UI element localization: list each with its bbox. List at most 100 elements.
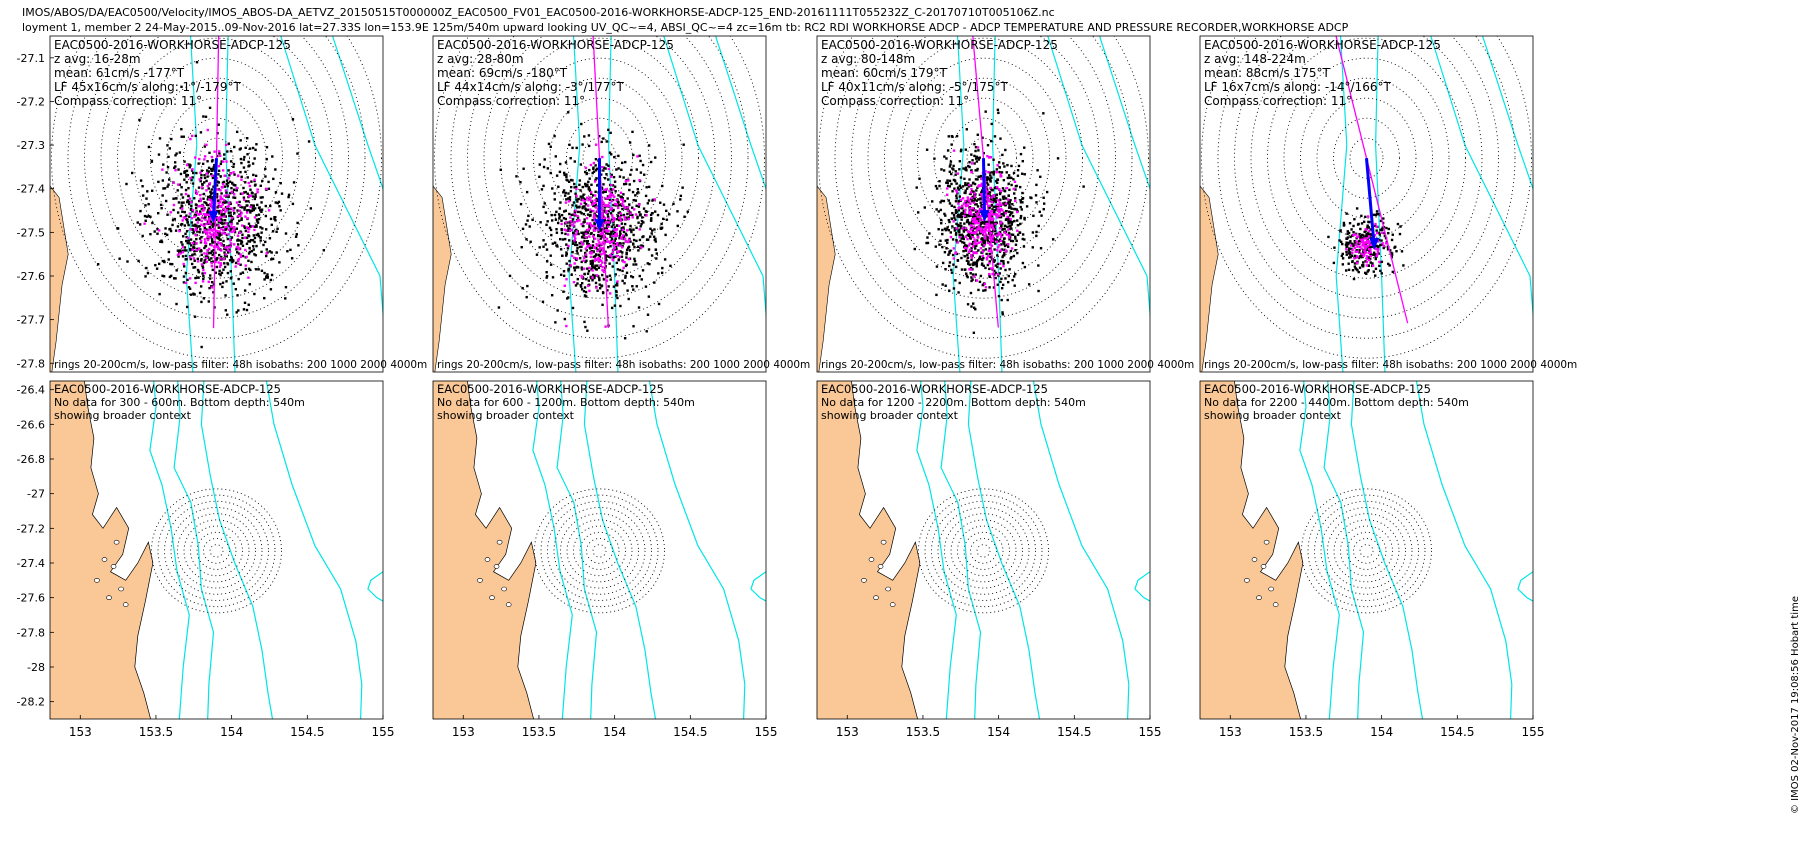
data-point — [192, 266, 195, 269]
data-point — [610, 306, 614, 310]
data-point — [184, 188, 188, 192]
lowpass-point — [1361, 244, 1364, 247]
data-point — [559, 248, 563, 251]
data-point — [211, 158, 214, 162]
data-point — [571, 239, 575, 243]
lowpass-point — [246, 217, 250, 220]
data-point — [209, 190, 212, 194]
data-point — [939, 208, 943, 212]
data-point — [955, 252, 959, 256]
island — [489, 595, 495, 600]
lowpass-point — [207, 228, 210, 232]
data-point — [956, 213, 960, 217]
data-point — [212, 168, 215, 171]
data-point — [144, 219, 147, 222]
lowpass-point — [997, 231, 1000, 234]
data-point — [1036, 169, 1039, 172]
lowpass-point — [985, 202, 988, 205]
data-point — [647, 144, 651, 147]
data-point — [620, 226, 623, 230]
y-tick-label: -28 — [27, 661, 45, 674]
lowpass-point — [623, 215, 626, 219]
data-point — [244, 229, 248, 233]
data-point — [168, 178, 171, 181]
data-point — [545, 248, 549, 251]
data-point — [977, 249, 980, 252]
data-point — [1003, 195, 1006, 198]
data-point — [974, 210, 978, 214]
data-point — [565, 252, 568, 256]
lowpass-point — [239, 255, 243, 259]
speed-ring — [1320, 507, 1413, 595]
data-point — [1003, 248, 1006, 252]
data-point — [938, 184, 941, 188]
speed-ring — [931, 500, 1036, 601]
speed-ring — [67, 36, 366, 339]
data-point — [959, 239, 962, 243]
data-point — [954, 279, 957, 282]
data-point — [272, 177, 275, 181]
data-point — [605, 163, 608, 166]
data-point — [562, 274, 566, 277]
lowpass-point — [210, 262, 214, 265]
lowpass-point — [603, 188, 607, 192]
data-point — [1383, 234, 1387, 238]
data-point — [637, 306, 641, 309]
data-point — [951, 211, 954, 215]
data-point — [591, 259, 594, 262]
data-point — [587, 144, 591, 148]
data-point — [235, 227, 239, 230]
lowpass-point — [267, 209, 271, 212]
lowpass-point — [971, 218, 974, 221]
lowpass-point — [582, 267, 586, 270]
data-point — [245, 236, 249, 240]
data-point — [981, 239, 984, 242]
coastline-land — [50, 185, 69, 372]
data-point — [575, 185, 578, 189]
data-point — [968, 161, 971, 164]
data-point — [583, 218, 586, 221]
data-point — [988, 206, 991, 209]
data-point — [1368, 246, 1371, 249]
lowpass-point — [185, 163, 189, 167]
lowpass-point — [976, 215, 980, 219]
lowpass-point — [998, 188, 1001, 191]
data-point — [1390, 238, 1394, 242]
data-point — [940, 168, 943, 171]
data-point — [254, 254, 257, 257]
data-point — [958, 168, 961, 171]
lowpass-point — [626, 229, 629, 232]
data-point — [256, 220, 259, 223]
data-point — [979, 221, 982, 225]
lowpass-point — [631, 216, 634, 219]
data-point — [609, 188, 612, 191]
data-point — [569, 189, 573, 193]
lowpass-point — [592, 202, 595, 205]
data-point — [248, 246, 251, 250]
data-point — [1009, 199, 1012, 202]
data-point — [557, 185, 560, 189]
lowpass-point — [600, 259, 603, 262]
lowpass-point — [958, 236, 961, 239]
data-point — [994, 209, 997, 212]
lowpass-point — [596, 228, 600, 232]
panel-info-line: No data for 600 - 1200m. Bottom depth: 5… — [437, 396, 695, 409]
lowpass-point — [999, 239, 1003, 243]
lowpass-point — [583, 199, 586, 203]
lowpass-point — [613, 246, 616, 250]
data-point — [136, 221, 139, 224]
data-point — [604, 256, 607, 260]
lowpass-point — [989, 186, 992, 190]
data-point — [586, 183, 589, 186]
lowpass-point — [209, 233, 212, 236]
data-point — [976, 220, 980, 224]
lowpass-point — [973, 192, 976, 195]
data-point — [1082, 185, 1085, 188]
lowpass-point — [241, 192, 244, 195]
data-point — [624, 160, 627, 164]
lowpass-point — [607, 217, 610, 220]
data-point — [1002, 214, 1006, 217]
data-point — [232, 282, 235, 285]
lowpass-point — [946, 193, 949, 196]
data-point — [238, 200, 241, 204]
